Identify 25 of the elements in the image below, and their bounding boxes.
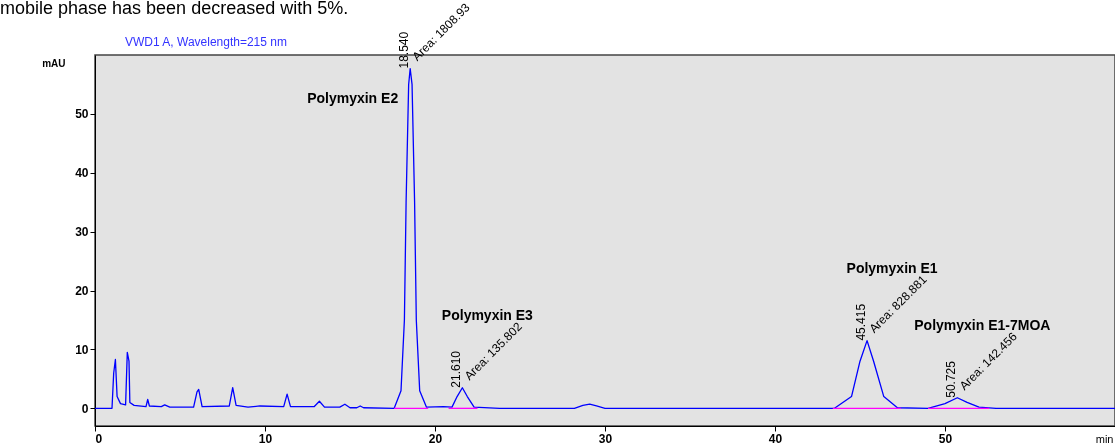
x-tick-label: 20 [428, 431, 443, 446]
annotation: Polymyxin E3 [441, 306, 534, 323]
x-tick-label: 50 [938, 431, 953, 446]
annotation: 50.725 [944, 360, 959, 398]
annotation: 21.610 [449, 350, 464, 388]
text: mobile phase has been decreased with 5%. [0, 0, 349, 18]
annotation: 45.415 [854, 303, 869, 341]
y-tick-label: 0 [81, 401, 89, 416]
x-tick-label: 10 [258, 431, 273, 446]
annotation: Polymyxin E2 [307, 89, 399, 106]
y-tick-label: 30 [75, 225, 89, 240]
annotation: Polymyxin E1 [846, 259, 938, 276]
y-tick-label: 20 [75, 284, 89, 299]
x-tick-label: 0 [95, 431, 103, 446]
annotation: Polymyxin E1-7MOA [914, 316, 1051, 333]
x-axis-title: min [1095, 432, 1114, 445]
chart-title: VWD1 A, Wavelength=215 nm [125, 35, 287, 49]
annotation: 18.540 [397, 31, 412, 69]
y-axis-title: mAU [42, 57, 66, 69]
y-tick-label: 40 [75, 166, 89, 181]
x-tick-label: 30 [598, 431, 613, 446]
y-tick-label: 50 [75, 107, 89, 122]
x-tick-label: 40 [768, 431, 783, 446]
line-series [95, 67, 1115, 409]
y-tick-label: 10 [75, 342, 89, 357]
